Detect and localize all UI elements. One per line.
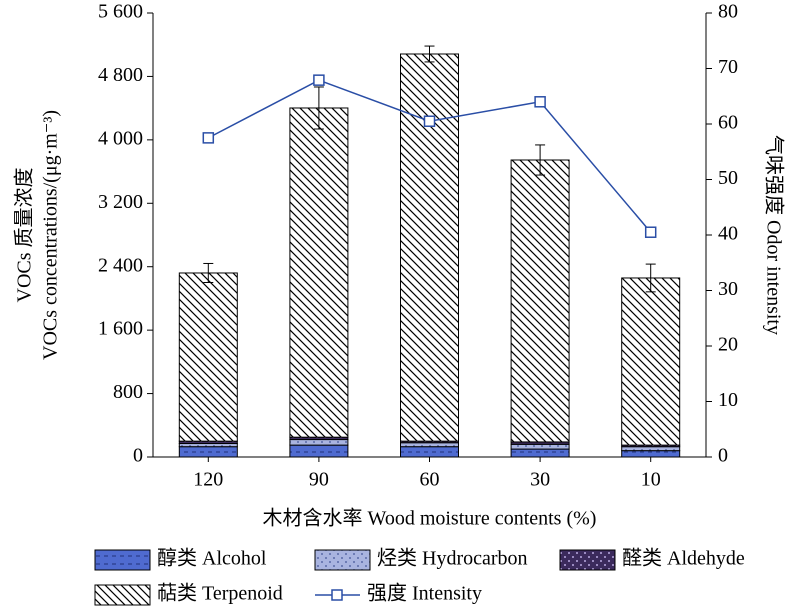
bar-segment <box>289 439 349 446</box>
bar-segment <box>621 450 681 458</box>
y2-tick-label: 60 <box>718 112 738 134</box>
error-bar <box>203 262 214 283</box>
bar-segment <box>289 107 349 438</box>
y-axis-title: VOCs 质量浓度 <box>13 167 36 302</box>
x-tick-label: 120 <box>193 469 223 491</box>
intensity-marker <box>423 115 436 127</box>
y2-axis-title: 气味强度 Odor intensity <box>762 135 785 335</box>
y-tick-label: 4 000 <box>98 127 143 149</box>
bar-segment <box>178 446 238 458</box>
y-tick-label: 5 600 <box>98 1 143 23</box>
legend-label: 强度 Intensity <box>367 582 482 605</box>
legend-swatch <box>94 584 151 606</box>
x-tick-label: 30 <box>530 469 550 491</box>
y2-tick-label: 0 <box>718 445 728 467</box>
error-bar <box>645 263 656 293</box>
error-bar <box>313 86 324 130</box>
bar-segment <box>178 272 238 442</box>
legend-marker <box>331 589 343 601</box>
y-tick-label: 4 800 <box>98 64 143 86</box>
intensity-marker <box>202 132 215 144</box>
y2-tick-label: 10 <box>718 389 738 411</box>
bar-segment <box>400 446 459 458</box>
y2-tick-label: 50 <box>718 167 738 189</box>
x-tick-label: 10 <box>641 469 661 491</box>
bar-segment <box>400 442 459 448</box>
y2-tick-label: 30 <box>718 278 738 300</box>
bar-segment <box>621 277 681 446</box>
intensity-marker <box>313 74 325 86</box>
x-tick-label: 90 <box>309 469 329 491</box>
y2-tick-label: 80 <box>718 1 738 23</box>
legend-label: 萜类 Terpenoid <box>157 582 283 605</box>
x-axis-title: 木材含水率 Wood moisture contents (%) <box>263 507 597 530</box>
y-tick-label: 0 <box>133 445 143 467</box>
y-tick-label: 2 400 <box>98 254 143 276</box>
y-axis-title: VOCs concentrations/(μg·m⁻³) <box>40 110 62 360</box>
error-bar <box>535 144 546 176</box>
y-tick-label: 3 200 <box>98 191 143 213</box>
bar-segment <box>510 159 570 443</box>
bar-segment <box>510 443 570 450</box>
legend-swatch <box>94 549 151 571</box>
bar-segment <box>621 446 681 452</box>
legend-label: 烃类 Hydrocarbon <box>377 547 528 570</box>
bar-segment <box>510 448 570 458</box>
intensity-marker <box>644 226 657 238</box>
bar-segment <box>400 53 459 442</box>
y-tick-label: 1 600 <box>98 318 143 340</box>
y2-tick-label: 70 <box>718 56 738 78</box>
error-bar <box>424 45 435 63</box>
intensity-marker <box>534 96 546 108</box>
legend-swatch <box>314 549 371 571</box>
legend-label: 醇类 Alcohol <box>157 547 267 570</box>
x-tick-label: 60 <box>420 469 440 491</box>
legend-label: 醛类 Aldehyde <box>622 547 745 570</box>
y2-tick-label: 40 <box>718 223 738 245</box>
y-tick-label: 800 <box>113 381 143 403</box>
legend-swatch <box>559 549 616 571</box>
y2-tick-label: 20 <box>718 334 738 356</box>
bar-segment <box>289 444 349 458</box>
